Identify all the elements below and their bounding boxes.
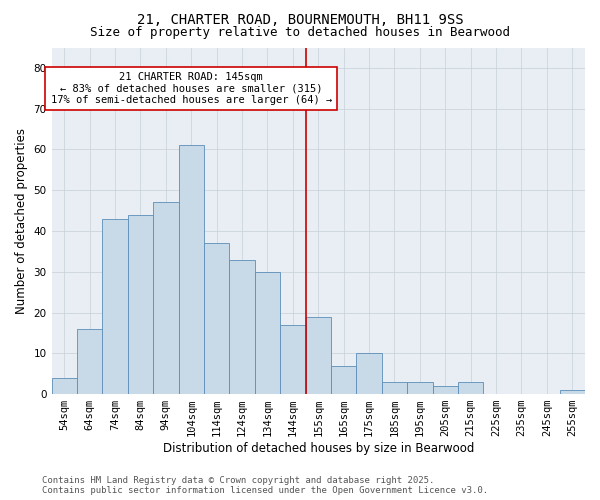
Text: Size of property relative to detached houses in Bearwood: Size of property relative to detached ho… (90, 26, 510, 39)
Bar (305, 316, 331, 394)
Bar (407, 382, 433, 394)
Bar (331, 366, 356, 394)
Bar (179, 146, 204, 394)
Bar (433, 386, 458, 394)
Text: 21 CHARTER ROAD: 145sqm
← 83% of detached houses are smaller (315)
17% of semi-d: 21 CHARTER ROAD: 145sqm ← 83% of detache… (50, 72, 332, 105)
Bar (255, 272, 280, 394)
Bar (52, 378, 77, 394)
Bar (560, 390, 585, 394)
Bar (204, 243, 229, 394)
Bar (229, 260, 255, 394)
Bar (458, 382, 484, 394)
Bar (356, 354, 382, 394)
Bar (153, 202, 179, 394)
Bar (128, 214, 153, 394)
Bar (382, 382, 407, 394)
Text: 21, CHARTER ROAD, BOURNEMOUTH, BH11 9SS: 21, CHARTER ROAD, BOURNEMOUTH, BH11 9SS (137, 12, 463, 26)
X-axis label: Distribution of detached houses by size in Bearwood: Distribution of detached houses by size … (163, 442, 474, 455)
Bar (280, 325, 305, 394)
Y-axis label: Number of detached properties: Number of detached properties (15, 128, 28, 314)
Text: Contains HM Land Registry data © Crown copyright and database right 2025.
Contai: Contains HM Land Registry data © Crown c… (42, 476, 488, 495)
Bar (77, 329, 103, 394)
Bar (103, 219, 128, 394)
